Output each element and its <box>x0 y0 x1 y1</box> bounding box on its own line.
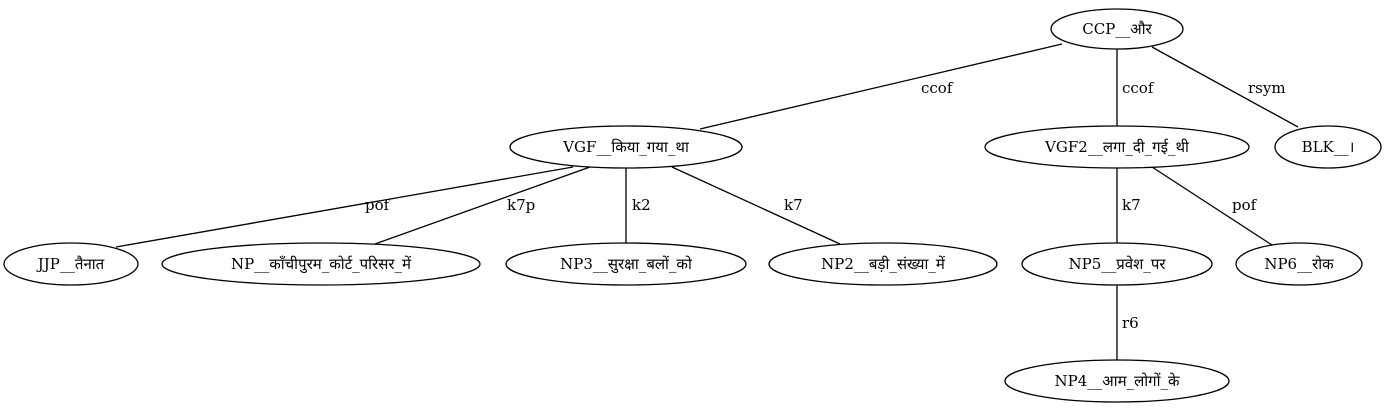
edge-vgf-jjp <box>115 166 574 248</box>
node-ccp-label: CCP__और <box>1082 20 1152 38</box>
edge-label-vgf2-np5: k7 <box>1122 196 1141 214</box>
edge-label-vgf-np3: k2 <box>632 196 651 214</box>
nodes: CCP__और VGF__किया_गया_था VGF2__लगा_दी_गई… <box>3 8 1382 403</box>
node-np4: NP4__आम_लोगों_के <box>1004 359 1230 403</box>
node-np3-label: NP3__सुरक्षा_बलों_को <box>560 255 693 274</box>
edges <box>115 43 1299 360</box>
edge-labels: ccof ccof rsym pof k7p k2 k7 k7 pof r6 <box>365 79 1286 332</box>
edge-label-ccp-vgf: ccof <box>921 79 954 97</box>
edge-ccp-vgf <box>699 43 1063 130</box>
edge-label-vgf-np: k7p <box>507 196 535 214</box>
node-np5-label: NP5__प्रवेश_पर <box>1069 255 1167 273</box>
edge-label-ccp-vgf2: ccof <box>1122 79 1155 97</box>
node-blk-label: BLK__। <box>1302 138 1355 156</box>
edge-vgf2-np6 <box>1151 166 1273 246</box>
node-np2: NP2__बड़ी_संख्या_में <box>768 242 998 286</box>
node-ccp: CCP__और <box>1050 8 1184 50</box>
node-blk: BLK__। <box>1274 125 1382 169</box>
edge-label-np5-np4: r6 <box>1122 314 1139 332</box>
node-jjp-label: JJP__तैनात <box>36 255 105 273</box>
node-jjp: JJP__तैनात <box>3 242 139 286</box>
edge-label-vgf2-np6: pof <box>1232 196 1258 214</box>
edge-label-vgf-np2: k7 <box>784 196 803 214</box>
node-np6: NP6__रोक <box>1235 242 1363 286</box>
node-vgf-label: VGF__किया_गया_था <box>562 138 690 156</box>
node-np2-label: NP2__बड़ी_संख्या_में <box>821 255 946 273</box>
edge-label-ccp-blk: rsym <box>1248 79 1286 97</box>
edge-vgf-np <box>374 166 591 245</box>
node-vgf2: VGF2__लगा_दी_गई_थी <box>984 125 1250 169</box>
node-np6-label: NP6__रोक <box>1264 255 1334 273</box>
node-np: NP__काँचीपुरम_कोर्ट_परिसर_में <box>161 242 481 286</box>
node-vgf: VGF__किया_गया_था <box>509 125 743 169</box>
edge-label-vgf-jjp: pof <box>365 196 391 214</box>
node-np5: NP5__प्रवेश_पर <box>1021 242 1213 286</box>
node-vgf2-label: VGF2__लगा_दी_गई_थी <box>1044 138 1190 156</box>
node-np-label: NP__काँचीपुरम_कोर्ट_परिसर_में <box>231 255 412 274</box>
node-np3: NP3__सुरक्षा_बलों_को <box>505 242 747 286</box>
edge-ccp-blk <box>1151 46 1299 128</box>
node-np4-label: NP4__आम_लोगों_के <box>1055 372 1180 390</box>
edge-vgf-np2 <box>671 166 841 245</box>
